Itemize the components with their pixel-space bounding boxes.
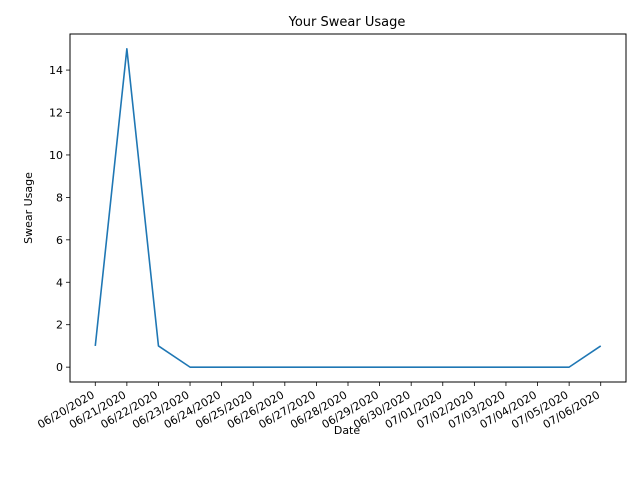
- plot-frame: [69, 33, 627, 383]
- y-axis-label: Swear Usage: [22, 172, 35, 244]
- series-line: [94, 48, 602, 368]
- y-tick-label: 10: [49, 149, 63, 162]
- y-tick-label: 2: [56, 319, 63, 332]
- y-tick-label: 8: [56, 191, 63, 204]
- x-axis-label: Date: [334, 424, 361, 437]
- y-tick-label: 6: [56, 234, 63, 247]
- y-tick-label: 14: [49, 64, 63, 77]
- y-tick-label: 4: [56, 276, 63, 289]
- x-axis: 06/20/202006/21/202006/22/202006/23/2020…: [35, 382, 602, 431]
- y-axis: 0 2 4 6 8 10 12 14: [49, 64, 70, 374]
- y-tick-label: 12: [49, 107, 63, 120]
- chart-title: Your Swear Usage: [288, 15, 406, 30]
- y-tick-label: 0: [56, 361, 63, 374]
